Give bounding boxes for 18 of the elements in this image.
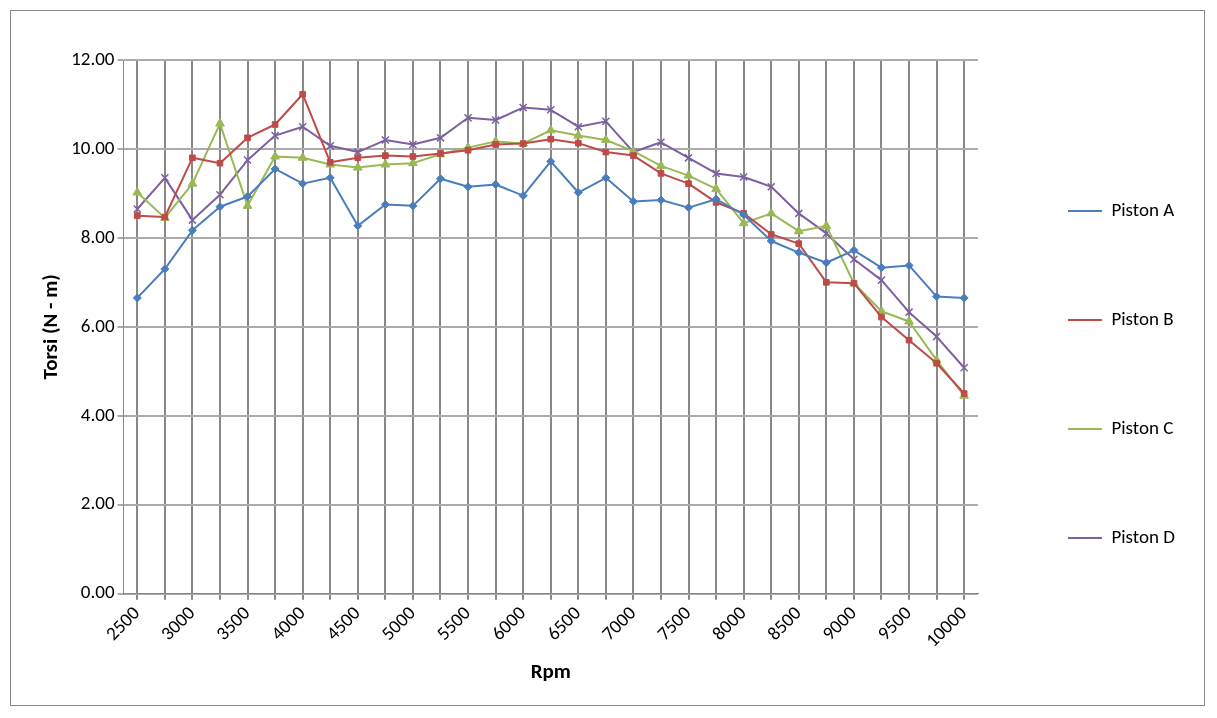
x-tick-label: 9000 — [817, 601, 862, 645]
y-tick-label: 10.00 — [71, 135, 115, 159]
y-axis-title: Torsi (N - m) — [36, 274, 63, 380]
y-tick-label: 2.00 — [80, 491, 115, 515]
x-tick-label: 9500 — [872, 601, 917, 645]
x-axis-title: Rpm — [530, 657, 571, 684]
legend-label: Piston A — [1111, 197, 1175, 221]
y-tick-label: 12.00 — [71, 46, 115, 70]
y-tick-label: 6.00 — [80, 313, 115, 337]
legend-label: Piston C — [1111, 415, 1174, 439]
x-tick-label: 6000 — [486, 601, 531, 645]
y-tick-label: 0.00 — [80, 580, 115, 604]
legend-label: Piston D — [1111, 524, 1176, 548]
y-tick-label: 4.00 — [80, 402, 115, 426]
x-tick-label: 4000 — [266, 601, 310, 645]
y-tick-label: 8.00 — [80, 224, 115, 248]
legend-label: Piston B — [1111, 306, 1174, 330]
x-tick-label: 4500 — [321, 601, 365, 645]
